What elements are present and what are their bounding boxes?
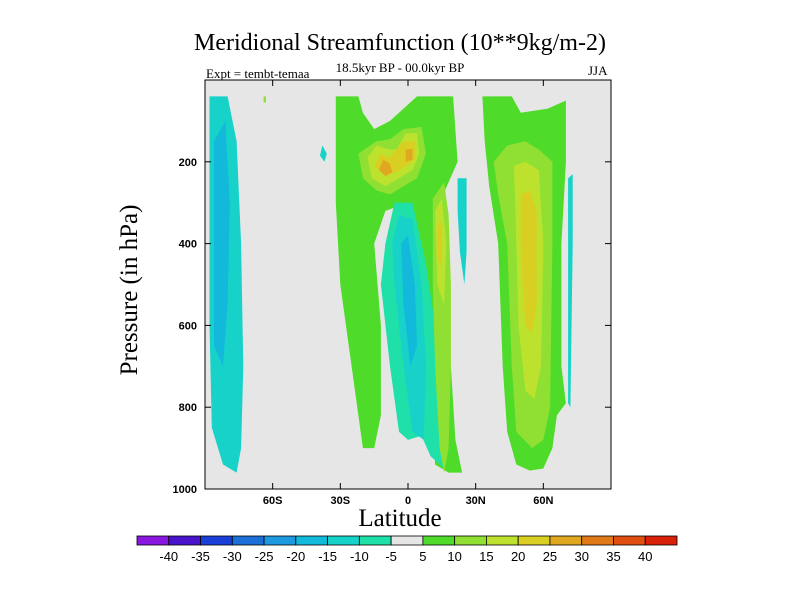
colorbar-box [231, 535, 265, 546]
chart-title: Meridional Streamfunction (10**9kg/m-2) [194, 30, 606, 56]
contour-region-14 [437, 219, 442, 269]
colorbar-box [644, 535, 678, 546]
contour-region-2 [320, 145, 327, 162]
x-tick-label: 60S [263, 495, 283, 507]
colorbar-box [263, 535, 297, 546]
axes: 60S 30S 0 30N 60N 200 400 600 800 1000 [173, 79, 612, 507]
colorbar-label: -20 [286, 549, 305, 564]
colorbar-label: 35 [606, 549, 620, 564]
colorbar-label: 15 [479, 549, 493, 564]
y-tick-label: 400 [179, 239, 197, 251]
contour-region-11 [405, 148, 413, 162]
colorbar-box [422, 535, 456, 546]
contour-region-6 [401, 235, 417, 367]
y-tick-label: 600 [179, 320, 197, 332]
colorbar-box [295, 535, 328, 546]
colorbar-box [486, 535, 519, 546]
colorbar-label: 5 [419, 549, 426, 564]
colorbar-label: 40 [638, 549, 652, 564]
colorbar-label: -25 [255, 549, 274, 564]
colorbar-label: -35 [191, 549, 210, 564]
contour-region-10 [378, 159, 393, 177]
contour-region-1 [214, 120, 230, 367]
colorbar-label: 10 [447, 549, 461, 564]
colorbar-box [168, 535, 201, 546]
colorbar-box [581, 535, 614, 546]
chart-subtitle: 18.5kyr BP - 00.0kyr BP [335, 60, 465, 75]
y-tick-label: 200 [179, 157, 197, 169]
season-label: JJA [588, 63, 608, 78]
colorbar-box [390, 535, 424, 546]
colorbar-label: -30 [223, 549, 242, 564]
x-tick-label: 30S [331, 495, 351, 507]
x-tick-label: 60N [533, 495, 553, 507]
x-tick-label: 0 [405, 495, 411, 507]
contour-region-19 [520, 190, 537, 334]
colorbar-label: -10 [350, 549, 369, 564]
colorbar-label: -5 [385, 549, 397, 564]
colorbar-box [517, 535, 551, 546]
colorbar-label: 25 [543, 549, 557, 564]
colorbar-box [200, 535, 233, 546]
x-tick-label: 30N [466, 495, 486, 507]
contour-region-21 [263, 96, 266, 103]
colorbar: -40 -35 -30 -25 -20 -15 -10 -5 5 10 15 20 25 30 35 40 [136, 535, 678, 564]
colorbar-box [358, 535, 392, 546]
experiment-label: Expt = tembt-temaa [206, 66, 310, 81]
colorbar-box [454, 535, 487, 546]
colorbar-label: -40 [159, 549, 178, 564]
colorbar-box [613, 535, 646, 546]
y-tick-label: 1000 [173, 484, 197, 496]
colorbar-label: -15 [318, 549, 337, 564]
colorbar-box [136, 535, 170, 546]
contour-region-20 [568, 174, 573, 408]
y-tick-label: 800 [179, 402, 197, 414]
colorbar-label: 30 [574, 549, 588, 564]
colorbar-box [327, 535, 360, 546]
plot-area [205, 80, 611, 489]
colorbar-label: 20 [511, 549, 525, 564]
x-axis-label: Latitude [358, 505, 442, 532]
contour-region-15 [457, 178, 467, 285]
colorbar-box [549, 535, 583, 546]
